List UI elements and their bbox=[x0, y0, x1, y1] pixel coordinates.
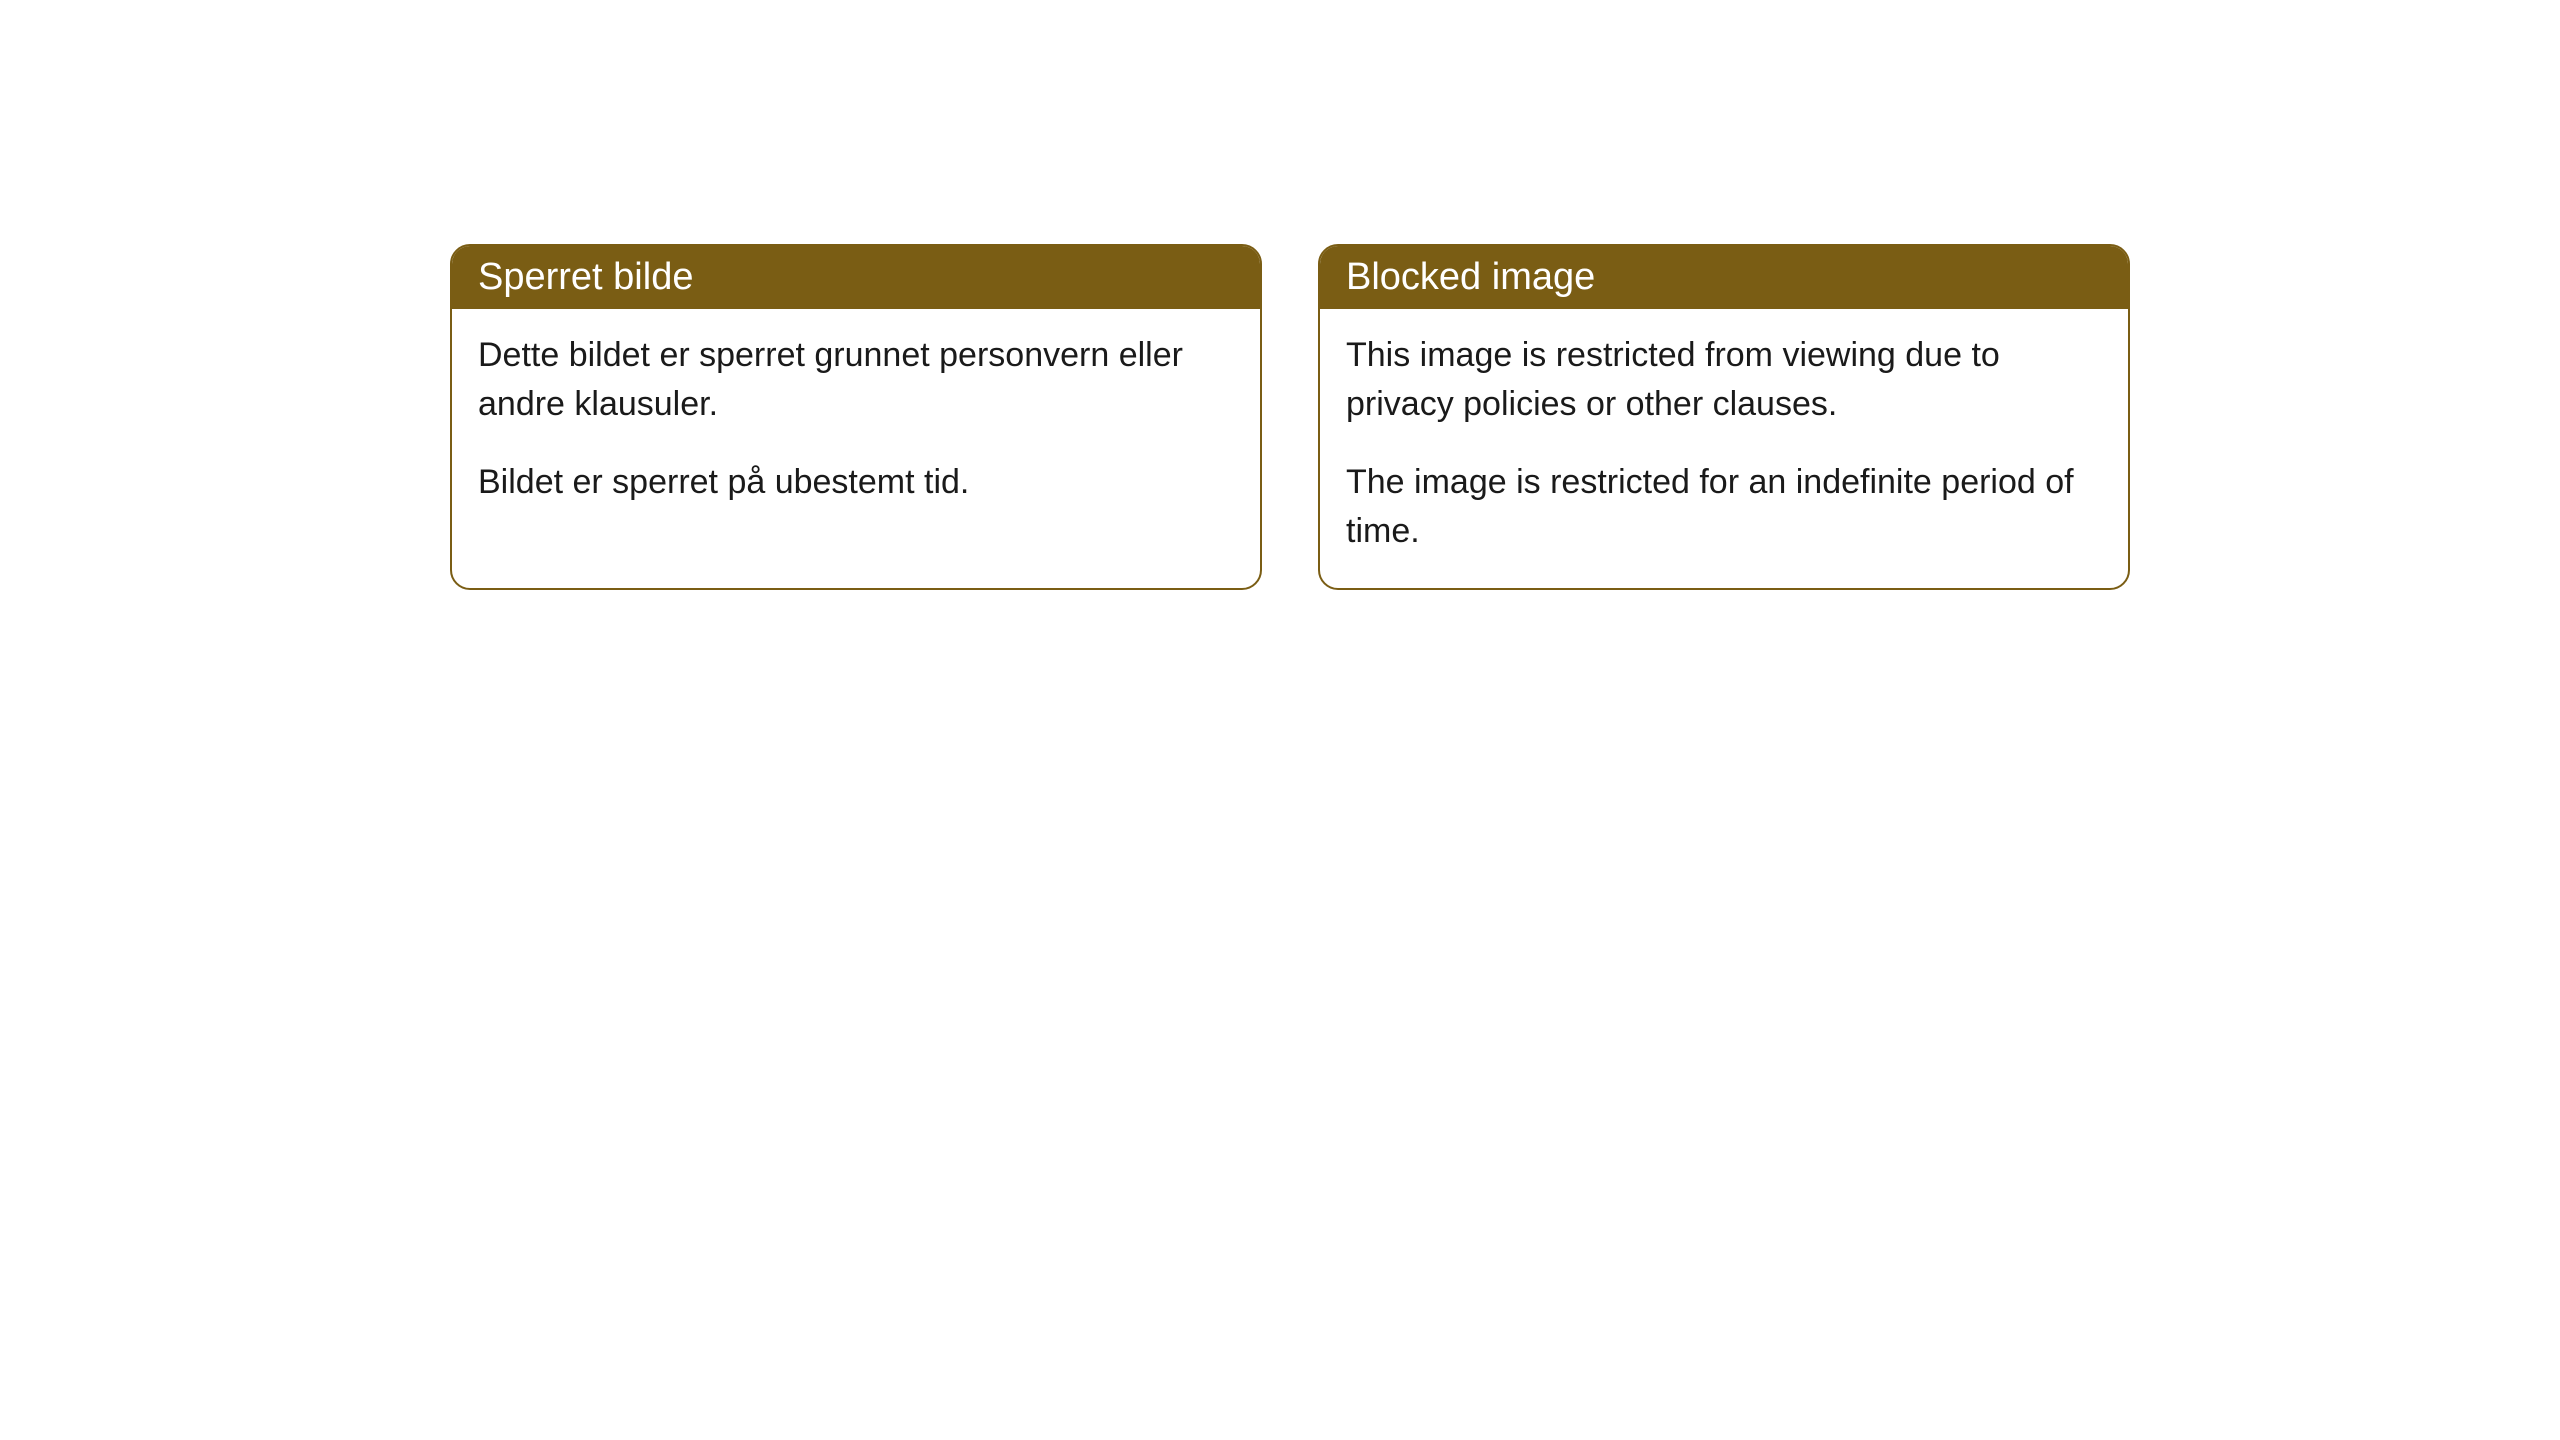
notice-card-english: Blocked image This image is restricted f… bbox=[1318, 244, 2130, 590]
notice-body: Dette bildet er sperret grunnet personve… bbox=[452, 309, 1260, 539]
notice-container: Sperret bilde Dette bildet er sperret gr… bbox=[450, 244, 2130, 590]
notice-body: This image is restricted from viewing du… bbox=[1320, 309, 2128, 588]
notice-title: Blocked image bbox=[1346, 256, 1595, 298]
notice-paragraph: This image is restricted from viewing du… bbox=[1346, 331, 2102, 430]
notice-paragraph: The image is restricted for an indefinit… bbox=[1346, 458, 2102, 557]
notice-header: Blocked image bbox=[1320, 246, 2128, 309]
notice-header: Sperret bilde bbox=[452, 246, 1260, 309]
notice-title: Sperret bilde bbox=[478, 256, 693, 298]
notice-card-norwegian: Sperret bilde Dette bildet er sperret gr… bbox=[450, 244, 1262, 590]
notice-paragraph: Dette bildet er sperret grunnet personve… bbox=[478, 331, 1234, 430]
notice-paragraph: Bildet er sperret på ubestemt tid. bbox=[478, 458, 1234, 507]
